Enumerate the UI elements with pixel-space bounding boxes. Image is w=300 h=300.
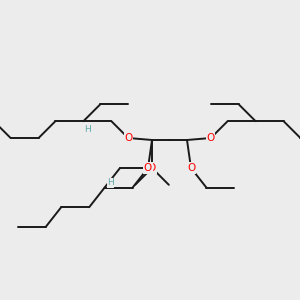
Text: O: O <box>144 163 152 173</box>
Text: O: O <box>207 133 215 143</box>
Text: O: O <box>187 163 195 173</box>
Text: O: O <box>124 133 132 143</box>
Text: H: H <box>84 125 91 134</box>
Text: O: O <box>148 163 156 173</box>
Text: H: H <box>107 178 114 187</box>
